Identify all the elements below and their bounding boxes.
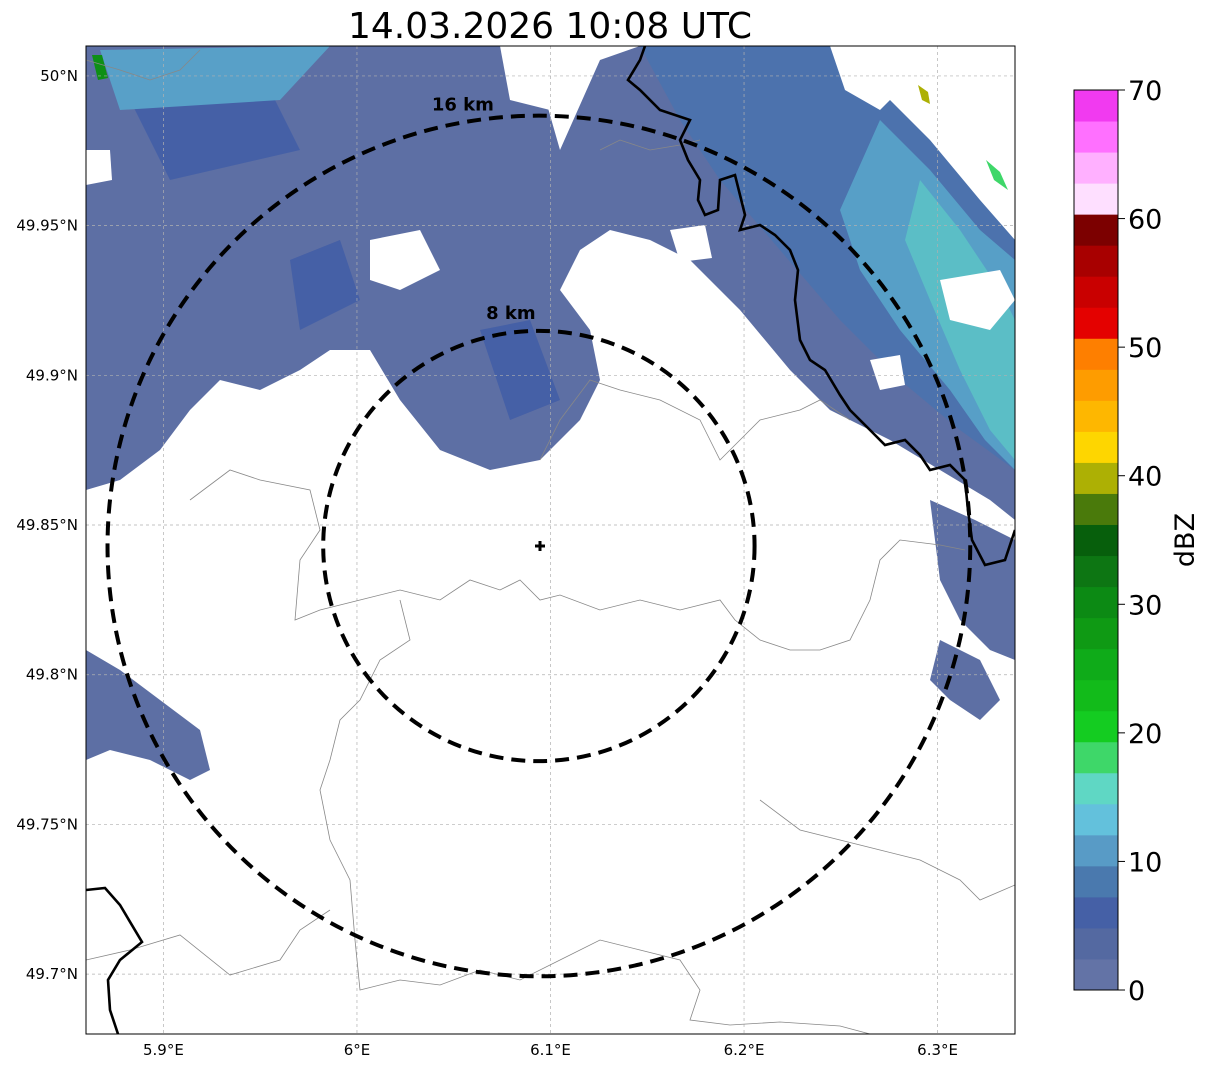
- echo-core-yellow: [918, 85, 930, 104]
- colorbar-frame: [1073, 89, 1119, 991]
- border-line-2: [319, 599, 871, 1034]
- map-frame: [85, 45, 1016, 1035]
- echo-streak-1: [290, 240, 360, 330]
- colorbar-segment: [1074, 772, 1118, 805]
- longitude-ticks: 5.9°E 6°E 6.1°E 6.2°E 6.3°E: [143, 1041, 958, 1059]
- echo-gap-7: [86, 150, 112, 185]
- range-rings: 8 km 16 km: [105, 94, 973, 979]
- colorbar-tick-label: 70: [1128, 76, 1162, 107]
- colorbar-segment: [1074, 741, 1118, 774]
- echo-gap-3: [940, 270, 1015, 330]
- echo-gap-5: [870, 355, 905, 390]
- colorbar-segment: [1074, 865, 1118, 898]
- colorbar-segment: [1074, 927, 1118, 960]
- lon-tick-label: 5.9°E: [143, 1041, 184, 1059]
- map-panel: 8 km 16 km: [85, 45, 1016, 1035]
- colorbar-segment: [1074, 617, 1118, 650]
- colorbar-tick-label: 20: [1128, 719, 1162, 750]
- colorbar-tick-label: 60: [1128, 205, 1162, 236]
- echo-gap-6: [670, 225, 712, 262]
- colorbar-segment: [1074, 555, 1118, 588]
- border-line-5: [539, 379, 851, 461]
- radar-site-marker: [535, 541, 545, 551]
- colorbar-label: dBZ: [1170, 513, 1201, 567]
- colorbar-segment: [1074, 493, 1118, 525]
- echo-streak-4: [100, 46, 330, 110]
- range-ring: [105, 113, 973, 979]
- colorbar-segment: [1074, 214, 1118, 246]
- echo-streak-2: [480, 320, 560, 420]
- echo-core-green: [92, 55, 108, 80]
- range-ring-label: 16 km: [432, 94, 494, 115]
- echo-gap-1: [500, 46, 570, 110]
- country-border-southwest: [86, 886, 144, 1034]
- colorbar-tick-label: 50: [1128, 333, 1162, 364]
- lon-tick-label: 6°E: [344, 1041, 371, 1059]
- colorbar-segment: [1074, 803, 1118, 836]
- country-border-northeast: [626, 46, 1015, 567]
- colorbar-segment: [1074, 369, 1118, 401]
- colorbar-tick-label: 30: [1128, 590, 1162, 621]
- lat-tick-label: 49.7°N: [26, 965, 78, 983]
- lat-tick-label: 49.9°N: [26, 366, 78, 384]
- colorbar-segment: [1074, 245, 1118, 277]
- colorbar-segment: [1074, 958, 1118, 991]
- border-line-1: [189, 469, 966, 651]
- colorbar-segment: [1074, 648, 1118, 681]
- colorbar-segment: [1074, 338, 1118, 370]
- border-line-7: [86, 49, 201, 81]
- echo-gap-4: [370, 230, 440, 290]
- lat-tick-label: 49.75°N: [16, 815, 78, 833]
- colorbar-segment: [1074, 896, 1118, 929]
- lat-tick-label: 50°N: [40, 67, 78, 85]
- colorbar-segment: [1074, 431, 1118, 463]
- map-title: 14.03.2026 10:08 UTC: [348, 6, 752, 47]
- echo-band-northeast: [640, 46, 1015, 470]
- colorbar-tick-label: 0: [1128, 976, 1145, 1007]
- colorbar-tick-label: 40: [1128, 462, 1162, 493]
- colorbar-segment: [1074, 834, 1118, 867]
- colorbar-segment: [1074, 679, 1118, 712]
- echo-patch-southeast: [930, 640, 1000, 720]
- colorbar-segment: [1074, 90, 1118, 122]
- border-line-3: [86, 909, 331, 976]
- border-line-4: [759, 799, 1015, 901]
- lat-tick-label: 49.8°N: [26, 666, 78, 684]
- lat-tick-label: 49.95°N: [16, 217, 78, 235]
- echo-band-east-edge: [930, 500, 1015, 660]
- lon-tick-label: 6.1°E: [530, 1041, 571, 1059]
- colorbar-segment: [1074, 307, 1118, 339]
- lon-tick-label: 6.3°E: [917, 1041, 958, 1059]
- colorbar-segment: [1074, 276, 1118, 308]
- graticule: [86, 46, 1015, 1034]
- colorbar-segment: [1074, 586, 1118, 619]
- echo-core-lightgreen: [986, 160, 1008, 190]
- lat-tick-label: 49.85°N: [16, 516, 78, 534]
- colorbar: 0 10 20 30 40 50 60 70 dBZ: [1073, 76, 1201, 1007]
- echo-gap-2: [830, 46, 900, 110]
- map-content: 8 km 16 km: [86, 46, 1015, 1034]
- colorbar-segment: [1074, 400, 1118, 432]
- colorbar-segment: [1074, 710, 1118, 743]
- echo-band-west: [86, 650, 210, 780]
- colorbar-segment: [1074, 183, 1118, 215]
- latitude-ticks: 50°N 49.95°N 49.9°N 49.85°N 49.8°N 49.75°N 49.…: [16, 67, 78, 983]
- colorbar-tick-label: 10: [1128, 847, 1162, 878]
- colorbar-segment: [1074, 462, 1118, 494]
- range-ring: [321, 328, 757, 764]
- colorbar-segment: [1074, 152, 1118, 184]
- range-ring-label: 8 km: [486, 303, 536, 324]
- lon-tick-label: 6.2°E: [724, 1041, 765, 1059]
- colorbar-segment: [1074, 121, 1118, 153]
- colorbar-segment: [1074, 524, 1118, 557]
